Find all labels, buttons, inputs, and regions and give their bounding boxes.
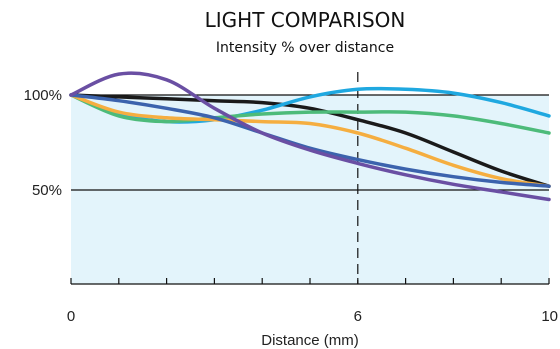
series-line-6 — [69, 71, 551, 202]
x-axis-label: Distance (mm) — [261, 332, 359, 349]
x-tick-label: 10 — [541, 308, 558, 325]
series-line-3 — [69, 93, 551, 135]
x-tick-labels: 0 6 10 — [67, 308, 558, 325]
x-tick-label: 0 — [67, 308, 75, 325]
series-line-4 — [69, 93, 551, 188]
y-tick-labels: 50% 100% — [24, 87, 62, 199]
series-line-5 — [69, 93, 551, 188]
chart-title: LIGHT COMPARISON — [205, 8, 406, 32]
x-tick-label: 6 — [354, 308, 362, 325]
chart-subtitle: Intensity % over distance — [216, 40, 394, 56]
series-line-1 — [69, 93, 551, 188]
series-group — [69, 71, 551, 202]
y-tick-label: 50% — [32, 182, 62, 199]
plot-area — [69, 71, 551, 285]
y-tick-label: 100% — [24, 87, 62, 104]
